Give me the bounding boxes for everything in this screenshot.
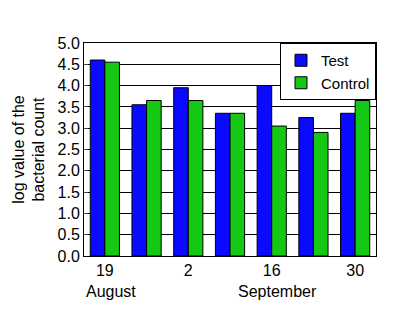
svg-text:August: August	[86, 283, 136, 300]
svg-text:30: 30	[346, 262, 364, 279]
svg-text:2.5: 2.5	[58, 141, 80, 158]
svg-text:Test: Test	[321, 52, 349, 69]
svg-text:2: 2	[184, 262, 193, 279]
svg-text:16: 16	[263, 262, 281, 279]
svg-text:5.0: 5.0	[58, 35, 80, 52]
svg-text:0.5: 0.5	[58, 226, 80, 243]
svg-text:4.5: 4.5	[58, 56, 80, 73]
svg-text:1.0: 1.0	[58, 205, 80, 222]
svg-text:log value of thebacterial coun: log value of thebacterial count	[10, 95, 48, 204]
svg-text:September: September	[238, 283, 317, 300]
svg-text:2.0: 2.0	[58, 162, 80, 179]
svg-text:0.0: 0.0	[58, 248, 80, 265]
svg-text:3.5: 3.5	[58, 99, 80, 116]
svg-text:4.0: 4.0	[58, 77, 80, 94]
svg-text:1.5: 1.5	[58, 184, 80, 201]
svg-text:Control: Control	[321, 75, 369, 92]
svg-text:3.0: 3.0	[58, 120, 80, 137]
svg-text:19: 19	[96, 262, 114, 279]
